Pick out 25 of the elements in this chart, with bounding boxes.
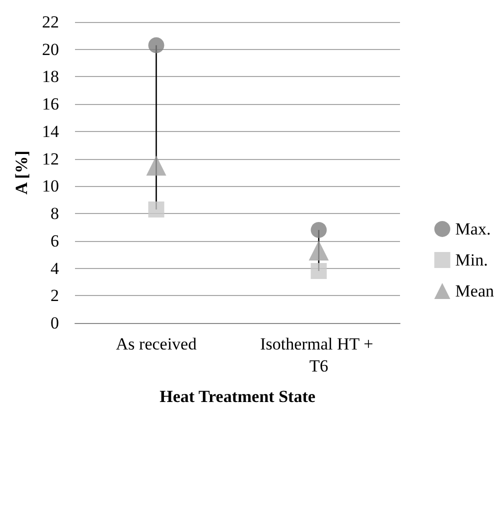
point: [148, 201, 164, 218]
y-tick-label: 22: [42, 12, 59, 32]
legend-label: Mean: [455, 282, 494, 300]
y-tick-label: 2: [50, 286, 59, 306]
y-tick-label: 6: [50, 231, 59, 250]
point: [146, 156, 166, 176]
x-axis-title: Heat Treatment State: [160, 387, 316, 406]
y-tick-label: 10: [42, 176, 59, 196]
y-tick-label: 4: [50, 258, 60, 278]
y-tick-label: 20: [42, 40, 59, 59]
x-tick-label: As received: [116, 334, 198, 354]
legend-label: Min.: [455, 250, 488, 270]
y-tick-label: 0: [50, 314, 59, 332]
y-tick-label: 18: [42, 67, 59, 86]
legend-label: Max.: [455, 220, 491, 238]
point: [308, 240, 329, 260]
y-axis-title: A [%]: [12, 150, 31, 194]
point: [310, 222, 327, 238]
y-tick-label: 12: [42, 149, 59, 168]
point: [310, 263, 327, 280]
point: [148, 37, 164, 54]
y-tick-label: 8: [50, 204, 59, 224]
x-tick-label: Isothermal HT + T6: [260, 334, 378, 376]
y-tick-label: 16: [42, 94, 59, 114]
y-tick-label: 14: [42, 122, 60, 141]
